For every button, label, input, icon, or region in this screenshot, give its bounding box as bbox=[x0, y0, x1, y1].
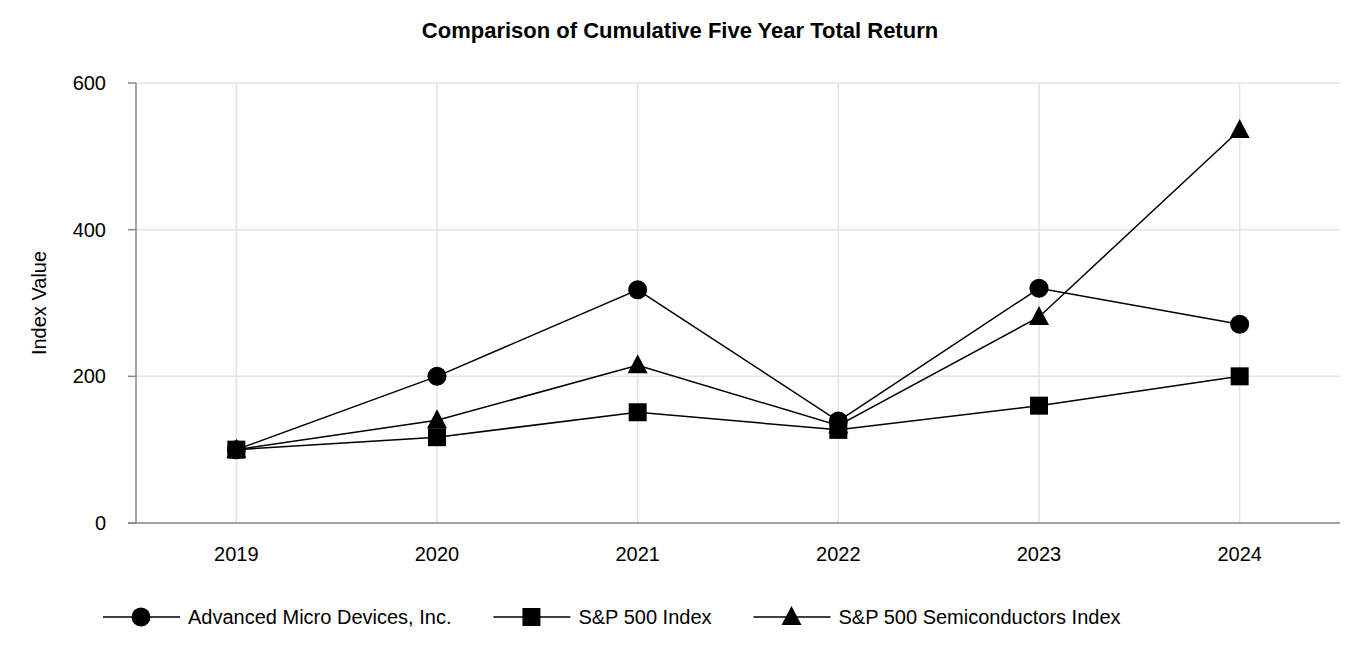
data-point bbox=[1030, 279, 1049, 298]
data-point bbox=[628, 354, 648, 373]
series-line bbox=[236, 130, 1239, 450]
data-point bbox=[628, 280, 647, 299]
data-point bbox=[828, 414, 848, 433]
grid-line bbox=[136, 82, 1340, 84]
data-point bbox=[1230, 119, 1250, 138]
legend-marker bbox=[522, 608, 540, 626]
series-line bbox=[236, 288, 1239, 449]
legend-marker bbox=[132, 608, 151, 627]
data-point bbox=[428, 428, 446, 446]
legend-label: S&P 500 Index bbox=[578, 606, 711, 628]
tick-label: 0 bbox=[95, 512, 106, 534]
legend: Advanced Micro Devices, Inc. S&P 500 Inde… bbox=[103, 606, 1121, 628]
title: Comparison of Cumulative Five Year Total… bbox=[422, 18, 938, 43]
legend-label: Advanced Micro Devices, Inc. bbox=[188, 606, 451, 628]
data-point bbox=[1029, 306, 1049, 325]
y-axis-label: Index Value bbox=[28, 251, 50, 355]
data-point bbox=[428, 367, 447, 386]
tick bbox=[128, 82, 136, 84]
grid-line bbox=[1038, 83, 1040, 523]
series-line bbox=[236, 376, 1239, 449]
tick bbox=[128, 229, 136, 231]
data-point bbox=[1231, 367, 1249, 385]
tick-label: 400 bbox=[73, 219, 106, 241]
tick-label: 600 bbox=[73, 72, 106, 94]
grid-line bbox=[838, 83, 840, 523]
grid-line bbox=[136, 229, 1340, 231]
tick bbox=[128, 522, 136, 524]
y-axis bbox=[135, 83, 137, 523]
x-axis bbox=[128, 522, 1340, 524]
grid-line bbox=[637, 83, 639, 523]
grid-line bbox=[136, 376, 1340, 378]
data-point bbox=[427, 409, 447, 428]
grid-line bbox=[436, 83, 438, 523]
tick-label: 2020 bbox=[415, 543, 460, 565]
legend-label: S&P 500 Semiconductors Index bbox=[839, 606, 1121, 628]
data-point bbox=[1230, 315, 1249, 334]
tick-label: 2023 bbox=[1017, 543, 1062, 565]
legend-marker bbox=[782, 606, 802, 625]
tick-label: 200 bbox=[73, 365, 106, 387]
data-point bbox=[226, 439, 246, 458]
tick-label: 2022 bbox=[816, 543, 861, 565]
data-point bbox=[1030, 397, 1048, 415]
plot-area bbox=[226, 119, 1249, 459]
tick-label: 2024 bbox=[1217, 543, 1262, 565]
data-point bbox=[629, 403, 647, 421]
tick-label: 2021 bbox=[615, 543, 660, 565]
chart: Comparison of Cumulative Five Year Total… bbox=[0, 0, 1360, 660]
tick-label: 2019 bbox=[214, 543, 259, 565]
grid-line bbox=[1239, 83, 1241, 523]
tick bbox=[128, 376, 136, 378]
